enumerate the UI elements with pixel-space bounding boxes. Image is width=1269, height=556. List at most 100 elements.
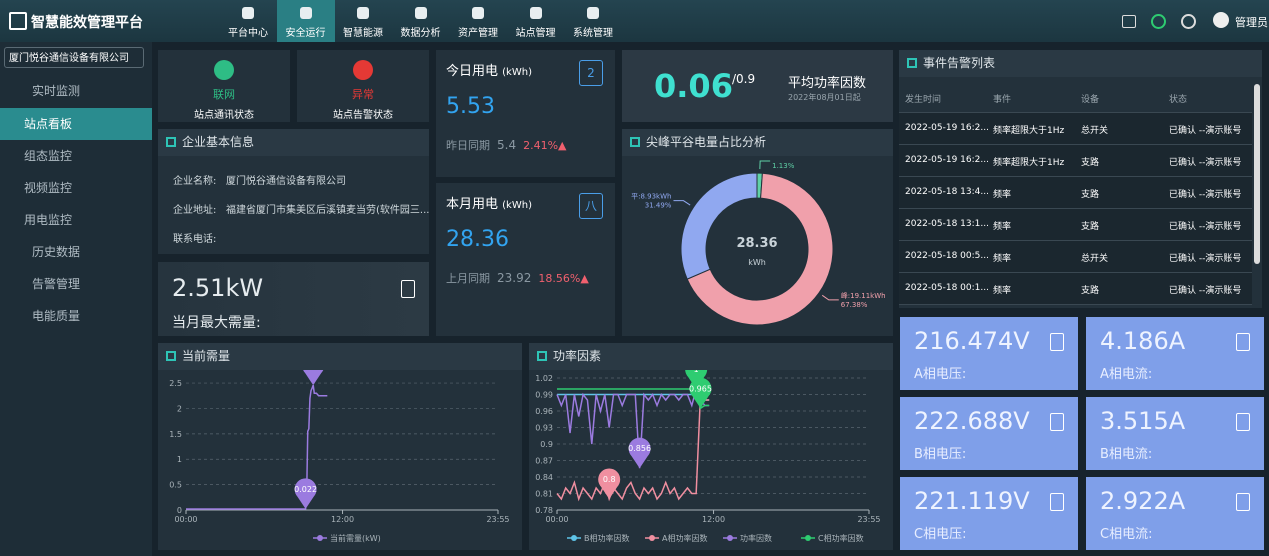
column-header: 设备 <box>1081 95 1100 105</box>
menu-item[interactable]: 视频监控 <box>24 181 73 195</box>
avatar[interactable] <box>1213 12 1229 28</box>
y-tick-label: 1 <box>177 455 182 464</box>
menu-item-active[interactable]: 站点看板 <box>0 108 152 140</box>
icon <box>1050 413 1064 431</box>
y-tick-label: 2.5 <box>169 379 182 388</box>
info-label: 联系电话: <box>173 234 217 245</box>
sidebar: 厦门悦谷通信设备有限公司 实时监测 站点看板 组态监控 视频监控 用电监控 历史… <box>0 42 152 556</box>
info-label: 企业名称: <box>173 176 217 187</box>
nav-item[interactable]: 数据分析 <box>392 0 450 42</box>
y-tick-label: 2 <box>177 404 182 413</box>
y-tick-label: 0.9 <box>540 440 553 449</box>
metric-value: 4.186A <box>1100 327 1186 355</box>
metric-card: 216.474V A相电压: <box>900 317 1078 390</box>
company-select[interactable]: 厦门悦谷通信设备有限公司 <box>4 47 144 68</box>
company-panel: 企业基本信息 企业名称: 厦门悦谷通信设备有限公司 企业地址: 福建省厦门市集美… <box>158 129 429 254</box>
y-tick-label: 1.02 <box>535 374 553 383</box>
table-row[interactable]: 2022-05-18 13:1... 频率 支路 已确认 --演示账号 <box>899 209 1252 241</box>
scrollbar[interactable] <box>1254 84 1260 264</box>
cell: 已确认 --演示账号 <box>1169 190 1242 200</box>
menu-group[interactable]: 电能质量 <box>32 309 81 323</box>
mark-pin <box>598 468 621 499</box>
events-panel: 事件告警列表 发生时间 事件 设备 状态 2022-05-19 16:2... 频率超限大… <box>899 50 1262 308</box>
icon <box>1050 493 1064 511</box>
title-text: 尖峰平谷电量占比分析 <box>646 135 767 149</box>
unit: (kWh) <box>502 67 532 78</box>
nav-item[interactable]: 平台中心 <box>219 0 277 42</box>
demand-card: 2.51kW 当月最大需量: <box>158 262 429 336</box>
title-text: 企业基本信息 <box>182 135 255 149</box>
status-label: 异常 <box>352 88 374 101</box>
metric-label: C相电压: <box>914 527 967 542</box>
table-row[interactable]: 2022-05-19 16:2... 频率超限大于1Hz 支路 已确认 --演示账号 <box>899 145 1252 177</box>
cell: 已确认 --演示账号 <box>1169 126 1242 136</box>
status-icon[interactable] <box>1151 14 1166 29</box>
panel-title: 尖峰平谷电量占比分析 <box>622 129 893 156</box>
line-chart: 00.511.522.500:0012:0023:552.4590.022当前需… <box>169 370 510 543</box>
icon <box>166 137 176 147</box>
nav-item[interactable]: 系统管理 <box>564 0 622 42</box>
compare-label: 昨日同期 <box>446 139 490 152</box>
nav-item[interactable]: 资产管理 <box>449 0 507 42</box>
x-tick-label: 12:00 <box>331 515 354 524</box>
menu-group[interactable]: 实时监测 <box>32 84 81 98</box>
metric-value: 221.119V <box>914 487 1030 515</box>
month-card: 本月用电 (kWh) 八 28.36 上月同期 23.92 18.56%▲ <box>436 183 615 336</box>
table-row[interactable]: 2022-05-18 00:1... 频率 支路 已确认 --演示账号 <box>899 273 1252 305</box>
leader-line <box>673 200 691 206</box>
menu-group[interactable]: 历史数据 <box>32 245 81 259</box>
nav-label[interactable]: 平台中心 <box>228 28 268 39</box>
help-icon[interactable] <box>1181 14 1196 29</box>
nav-label[interactable]: 资产管理 <box>458 28 498 39</box>
table-row[interactable]: 2022-05-18 00:5... 频率 总开关 已确认 --演示账号 <box>899 241 1252 273</box>
legend-dot <box>571 535 577 541</box>
nav-item[interactable]: 智慧能源 <box>334 0 392 42</box>
metric-label: A相电流: <box>1100 367 1153 382</box>
cell: 频率 <box>993 286 1012 296</box>
icon <box>907 58 917 68</box>
center-value: 28.36 <box>736 236 777 251</box>
nav-item[interactable]: 站点管理 <box>507 0 565 42</box>
metric-label: B相电压: <box>914 447 967 462</box>
nav-label[interactable]: 系统管理 <box>573 28 613 39</box>
calendar-icon: 2 <box>579 60 603 86</box>
pf-date: 2022年08月01日起 <box>788 93 861 102</box>
legend-label: A相功率因数 <box>662 533 707 543</box>
user-name[interactable]: 管理员 <box>1235 16 1268 29</box>
legend-label: B相功率因数 <box>584 533 630 543</box>
calendar-icon: 八 <box>579 193 603 219</box>
donut-slice <box>680 172 758 280</box>
nav-label[interactable]: 智慧能源 <box>343 28 383 39</box>
cell: 支路 <box>1081 286 1100 296</box>
today-value: 5.53 <box>446 94 495 119</box>
change: 18.56% <box>538 272 581 285</box>
app-title: 智慧能效管理平台 <box>31 15 143 31</box>
nav-icon <box>414 7 427 19</box>
mark-label: 0.965 <box>689 384 712 393</box>
cell: 已确认 --演示账号 <box>1169 286 1242 296</box>
nav-item-active[interactable]: 安全运行 <box>276 0 335 42</box>
nav-label[interactable]: 站点管理 <box>515 28 556 39</box>
y-tick-label: 0.84 <box>535 473 553 482</box>
menu-group[interactable]: 告警管理 <box>32 277 81 291</box>
cell: 2022-05-18 13:1... <box>905 219 989 229</box>
mute-icon[interactable] <box>1122 15 1136 28</box>
icon <box>1236 333 1250 351</box>
cell: 频率 <box>993 222 1012 232</box>
table-row[interactable]: 2022-05-19 16:2... 频率超限大于1Hz 总开关 已确认 --演示账号 <box>899 113 1252 145</box>
nav-label[interactable]: 安全运行 <box>285 28 326 39</box>
unit: (kWh) <box>502 200 532 211</box>
menu-item[interactable]: 组态监控 <box>24 149 73 163</box>
change: 2.41% <box>523 139 559 152</box>
icon <box>630 137 640 147</box>
icon <box>166 351 176 361</box>
table-header: 发生时间 事件 设备 状态 <box>899 84 1252 113</box>
x-tick-label: 23:55 <box>486 515 509 524</box>
nav-label[interactable]: 数据分析 <box>400 28 441 39</box>
icon <box>1236 493 1250 511</box>
menu-item[interactable]: 用电监控 <box>24 213 73 227</box>
table-row[interactable]: 2022-05-18 13:4... 频率 支路 已确认 --演示账号 <box>899 177 1252 209</box>
y-tick-label: 0.99 <box>535 391 553 400</box>
legend-label: 当前需量(kW) <box>330 533 381 543</box>
